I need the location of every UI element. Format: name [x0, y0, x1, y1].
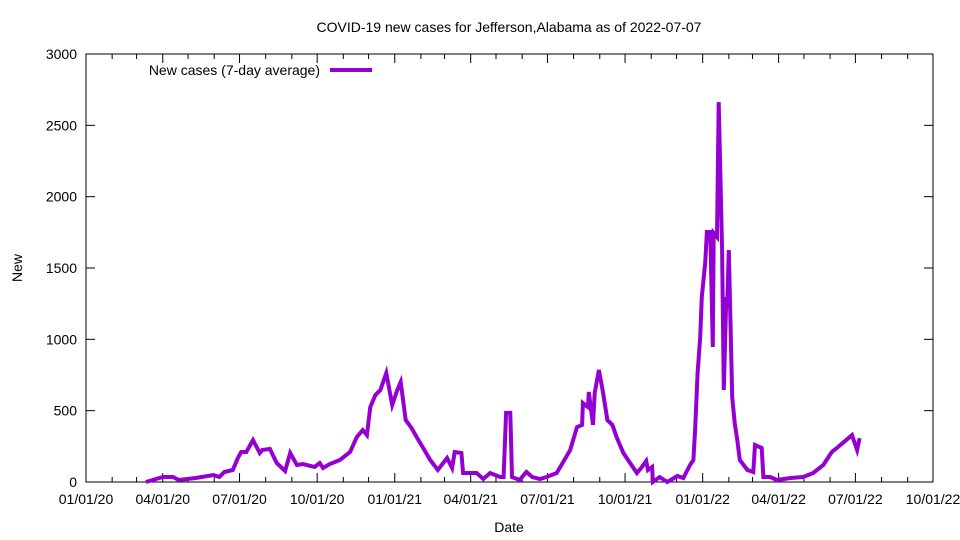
series-line-new-cases — [145, 102, 862, 486]
x-tick-label: 07/01/22 — [828, 491, 883, 507]
axes: 01/01/20 04/01/20 07/01/20 10/01/20 01/01/21… — [46, 46, 960, 507]
plot-area — [145, 102, 862, 486]
chart-title: COVID-19 new cases for Jefferson,Alabama… — [317, 19, 702, 35]
legend: New cases (7-day average) — [149, 62, 372, 78]
x-tick-label: 01/01/22 — [675, 491, 730, 507]
y-tick-label: 1000 — [46, 331, 77, 347]
x-tick-label: 04/01/20 — [136, 491, 191, 507]
x-tick-label: 04/01/21 — [443, 491, 498, 507]
x-tick-label: 07/01/20 — [212, 491, 267, 507]
y-tick-label: 0 — [69, 474, 77, 490]
legend-label: New cases (7-day average) — [149, 62, 320, 78]
x-tick-label: 07/01/21 — [520, 491, 575, 507]
y-tick-label: 1500 — [46, 260, 77, 276]
x-axis-label: Date — [494, 519, 524, 535]
x-tick-label: 10/01/20 — [290, 491, 345, 507]
x-tick-label: 01/01/21 — [368, 491, 423, 507]
x-tick-label: 01/01/20 — [59, 491, 114, 507]
x-tick-label: 10/01/21 — [598, 491, 653, 507]
x-tick-label: 10/01/22 — [906, 491, 960, 507]
y-tick-label: 2000 — [46, 189, 77, 205]
y-tick-label: 3000 — [46, 46, 77, 62]
y-tick-label: 2500 — [46, 117, 77, 133]
y-axis-label: New — [9, 253, 25, 282]
x-tick-label: 04/01/22 — [751, 491, 806, 507]
y-tick-label: 500 — [54, 403, 78, 419]
